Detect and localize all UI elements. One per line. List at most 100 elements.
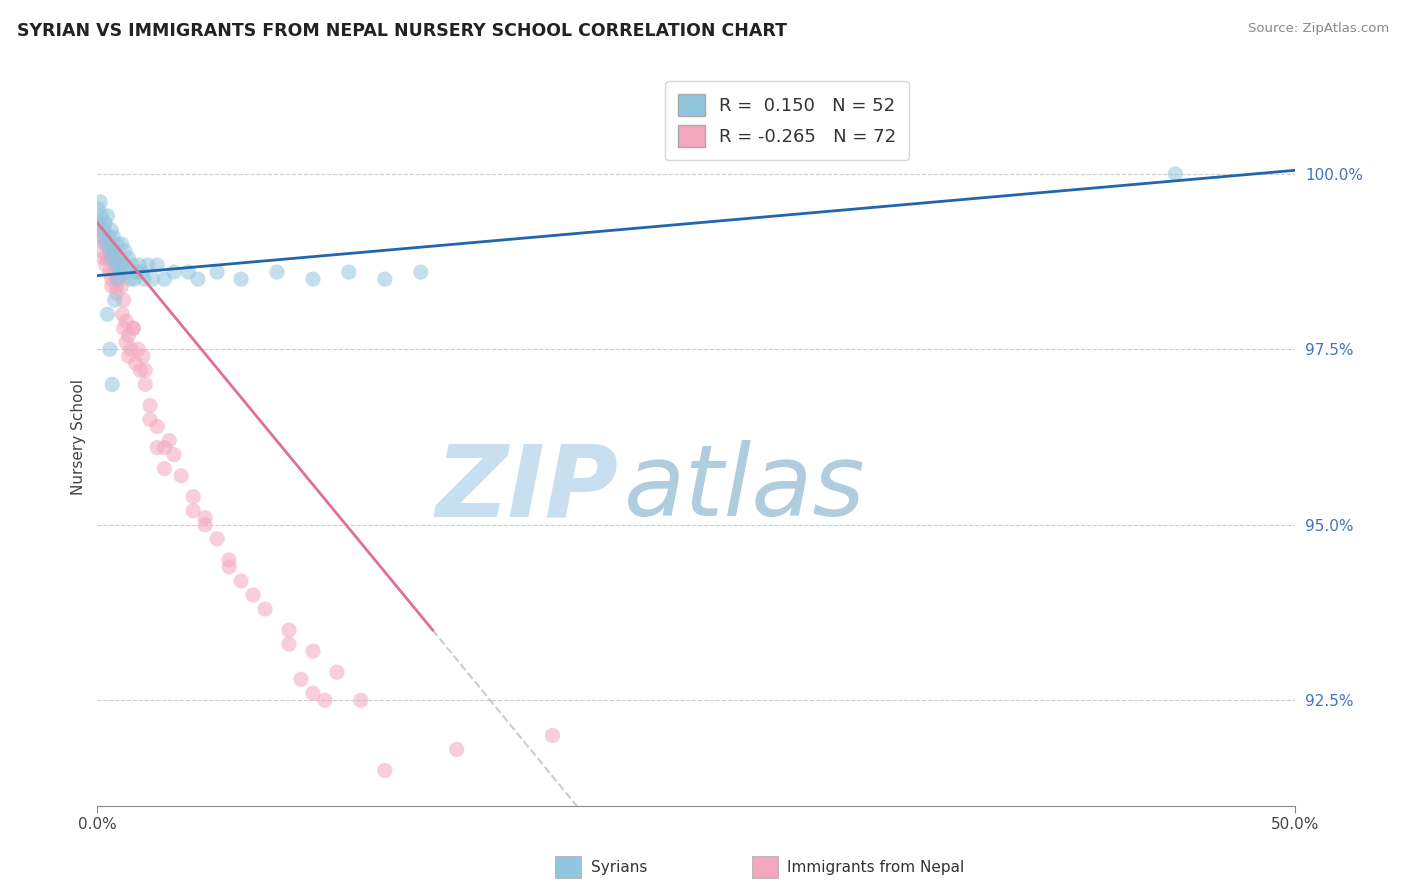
Point bbox=[302, 644, 325, 658]
Point bbox=[141, 272, 163, 286]
Point bbox=[131, 265, 153, 279]
Point bbox=[104, 244, 127, 258]
Point bbox=[105, 279, 128, 293]
Point bbox=[134, 377, 156, 392]
Point bbox=[254, 602, 277, 616]
Text: atlas: atlas bbox=[624, 440, 866, 537]
Point bbox=[117, 251, 139, 265]
Point bbox=[350, 693, 373, 707]
Point bbox=[93, 237, 115, 252]
Point bbox=[94, 216, 117, 230]
Point bbox=[98, 265, 121, 279]
Point bbox=[117, 349, 139, 363]
Point bbox=[146, 419, 169, 434]
Point bbox=[163, 265, 186, 279]
Point bbox=[157, 434, 180, 448]
Point bbox=[104, 293, 127, 308]
Point bbox=[181, 504, 204, 518]
Point bbox=[112, 258, 135, 272]
Point bbox=[278, 623, 301, 637]
Point bbox=[146, 441, 169, 455]
Text: Syrians: Syrians bbox=[591, 860, 647, 874]
Point bbox=[129, 363, 152, 377]
Point bbox=[89, 216, 111, 230]
Point bbox=[93, 223, 115, 237]
Point bbox=[266, 265, 288, 279]
Point bbox=[446, 742, 468, 756]
Point bbox=[105, 258, 128, 272]
Point bbox=[205, 532, 228, 546]
Point bbox=[326, 665, 349, 680]
Point bbox=[87, 216, 110, 230]
Point bbox=[108, 258, 131, 272]
Point bbox=[124, 272, 146, 286]
Point bbox=[120, 343, 142, 357]
Point bbox=[107, 251, 129, 265]
Point bbox=[101, 244, 124, 258]
Point bbox=[111, 307, 134, 321]
Point bbox=[115, 265, 138, 279]
Point bbox=[278, 637, 301, 651]
Point bbox=[205, 265, 228, 279]
Point bbox=[105, 237, 128, 252]
Point bbox=[111, 237, 134, 252]
Point bbox=[337, 265, 360, 279]
Point bbox=[302, 272, 325, 286]
Point bbox=[98, 343, 121, 357]
Y-axis label: Nursery School: Nursery School bbox=[72, 379, 86, 495]
Point bbox=[170, 468, 193, 483]
Point bbox=[122, 321, 145, 335]
Point bbox=[117, 328, 139, 343]
Point bbox=[100, 251, 122, 265]
Point bbox=[93, 230, 115, 244]
Point bbox=[97, 230, 120, 244]
Point bbox=[120, 272, 142, 286]
Point bbox=[97, 251, 120, 265]
Point bbox=[90, 244, 112, 258]
Point bbox=[96, 237, 118, 252]
Text: Immigrants from Nepal: Immigrants from Nepal bbox=[787, 860, 965, 874]
Point bbox=[101, 251, 124, 265]
Point bbox=[314, 693, 336, 707]
Point bbox=[91, 230, 114, 244]
Point bbox=[153, 441, 176, 455]
Point bbox=[110, 279, 132, 293]
Point bbox=[187, 272, 209, 286]
Point bbox=[374, 272, 396, 286]
Point bbox=[105, 272, 128, 286]
Point bbox=[115, 335, 138, 350]
Point bbox=[139, 412, 162, 426]
Point bbox=[103, 230, 125, 244]
Point bbox=[177, 265, 200, 279]
Point bbox=[90, 209, 112, 223]
Point bbox=[374, 764, 396, 778]
Point bbox=[98, 244, 121, 258]
Point bbox=[104, 258, 127, 272]
Point bbox=[229, 574, 252, 588]
Point bbox=[89, 194, 111, 209]
Text: Source: ZipAtlas.com: Source: ZipAtlas.com bbox=[1249, 22, 1389, 36]
Point bbox=[91, 251, 114, 265]
Point bbox=[409, 265, 432, 279]
Point bbox=[121, 258, 143, 272]
Point bbox=[94, 258, 117, 272]
Point bbox=[89, 230, 111, 244]
Point bbox=[100, 272, 122, 286]
Point bbox=[302, 686, 325, 700]
Point bbox=[163, 448, 186, 462]
Point bbox=[96, 251, 118, 265]
Point bbox=[112, 321, 135, 335]
Point bbox=[194, 517, 217, 532]
Point bbox=[181, 490, 204, 504]
Point bbox=[132, 272, 155, 286]
Point bbox=[96, 237, 118, 252]
Point bbox=[229, 272, 252, 286]
Text: SYRIAN VS IMMIGRANTS FROM NEPAL NURSERY SCHOOL CORRELATION CHART: SYRIAN VS IMMIGRANTS FROM NEPAL NURSERY … bbox=[17, 22, 787, 40]
Point bbox=[87, 202, 110, 216]
Point bbox=[91, 223, 114, 237]
Point bbox=[103, 265, 125, 279]
Point bbox=[96, 307, 118, 321]
Point bbox=[125, 265, 148, 279]
Point bbox=[541, 728, 564, 742]
Point bbox=[1164, 167, 1187, 181]
